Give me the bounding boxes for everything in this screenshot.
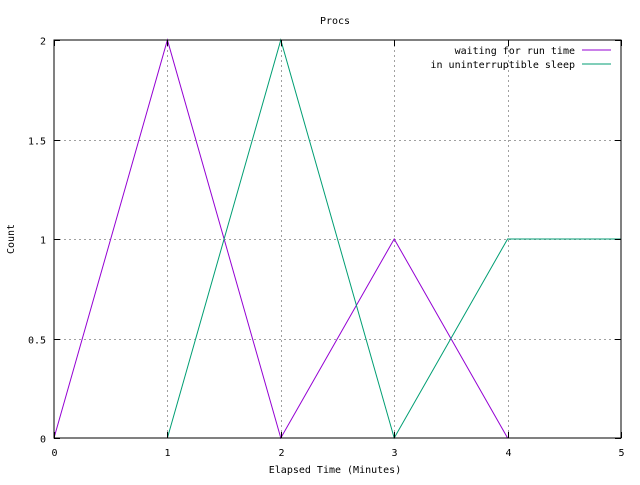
x-tick-label: 5 xyxy=(618,448,624,459)
legend-label-1: waiting for run time xyxy=(455,46,575,57)
x-axis-label: Elapsed Time (Minutes) xyxy=(269,465,401,476)
y-tick-label: 1.5 xyxy=(28,137,46,148)
x-tick-label: 3 xyxy=(391,448,397,459)
x-tick-label: 0 xyxy=(51,448,57,459)
x-tick-label: 2 xyxy=(278,448,284,459)
x-tick-label: 1 xyxy=(164,448,170,459)
grid xyxy=(54,40,621,438)
legend: waiting for run time in uninterruptible s… xyxy=(431,46,611,71)
y-axis-label: Count xyxy=(6,224,17,254)
ticks: 0 1 2 3 4 5 0 0.5 1 1.5 2 xyxy=(28,37,625,460)
y-tick-label: 0 xyxy=(40,435,46,446)
y-tick-label: 1 xyxy=(40,236,46,247)
y-tick-label: 2 xyxy=(40,37,46,48)
chart-title: Procs xyxy=(320,16,350,27)
y-tick-label: 0.5 xyxy=(28,336,46,347)
x-tick-label: 4 xyxy=(505,448,511,459)
legend-label-2: in uninterruptible sleep xyxy=(431,60,576,71)
